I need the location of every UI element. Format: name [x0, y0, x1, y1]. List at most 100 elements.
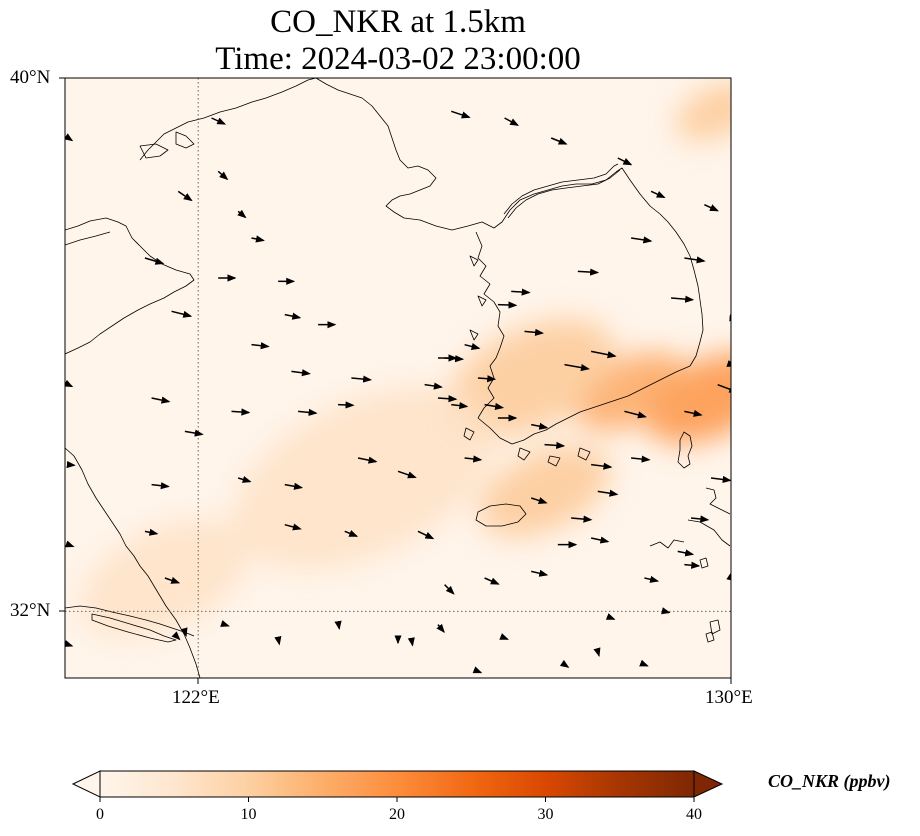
wind-arrow: [237, 209, 247, 219]
wind-arrow: [344, 530, 359, 537]
wind-arrow: [464, 455, 483, 463]
wind-arrow: [180, 627, 188, 637]
lat-label-32n: 32°N: [10, 600, 51, 621]
lon-label-122e: 122°E: [172, 687, 220, 708]
wind-arrow: [144, 257, 165, 265]
wind-arrow: [171, 310, 193, 318]
wind-arrow: [577, 268, 600, 276]
wind-arrow: [334, 620, 342, 631]
wind-arrow: [670, 295, 695, 303]
wind-arrow: [151, 482, 170, 490]
wind-arrow: [284, 523, 302, 531]
colorbar-tick-marks: [99, 797, 695, 802]
wind-arrow: [484, 577, 500, 585]
korea-sw-islands: [463, 427, 591, 467]
coastlines: [65, 78, 731, 678]
colorbar-tick-label: 0: [96, 806, 104, 823]
wind-arrow: [531, 422, 549, 430]
wind-arrow: [251, 342, 270, 350]
map-title-line1: CO_NKR at 1.5km: [270, 4, 526, 40]
wind-arrow: [504, 117, 520, 126]
axis-ticks: [59, 77, 732, 684]
map-title-line2: Time: 2024-03-02 23:00:00: [215, 41, 581, 77]
wind-arrow: [211, 117, 227, 125]
korea-west-coast: [475, 231, 505, 419]
jeju-island: [475, 503, 527, 527]
wind-arrow: [220, 620, 230, 627]
bohai-coast-islands: [139, 143, 169, 159]
wind-arrow: [66, 460, 76, 469]
wind-arrow: [617, 157, 633, 166]
wind-arrow: [351, 375, 373, 383]
tsushima-island: [677, 431, 693, 469]
wind-arrow: [531, 569, 549, 577]
wind-arrow: [65, 540, 75, 548]
china-coastline: [65, 217, 195, 355]
colorbar-tick-label: 30: [537, 806, 554, 823]
wind-arrow: [407, 637, 415, 647]
colorbar-max-extend: [693, 770, 724, 798]
wind-arrow: [717, 383, 731, 393]
wind-arrow: [217, 170, 229, 181]
lat-label-40n: 40°N: [10, 67, 51, 88]
wind-arrow: [338, 401, 355, 409]
kyushu-coast-2: [687, 519, 731, 547]
wind-arrow: [644, 575, 660, 583]
wind-arrow: [184, 429, 204, 437]
wind-arrow: [559, 659, 570, 668]
yalu-estuary: [503, 163, 619, 215]
colorbar-label: CO_NKR (ppbv): [768, 771, 891, 791]
wind-arrow: [564, 363, 590, 372]
wind-arrow: [550, 137, 568, 145]
wind-arrow: [65, 379, 74, 388]
wind-arrow: [497, 301, 518, 309]
wind-arrow: [677, 549, 695, 557]
wind-arrow: [477, 375, 497, 383]
korea-south-coast: [477, 365, 691, 445]
yangtze-island: [91, 613, 177, 643]
wind-arrow: [624, 410, 647, 419]
wind-arrow: [424, 382, 443, 390]
wind-vectors: [65, 110, 731, 674]
wind-arrow: [484, 402, 505, 410]
co-concentration-field: [80, 81, 731, 637]
wind-arrow: [437, 395, 458, 403]
wind-arrow: [726, 360, 731, 367]
colorbar: [71, 770, 724, 802]
wind-arrow: [397, 470, 417, 479]
wind-arrow: [631, 455, 651, 463]
wind-arrow: [298, 408, 318, 416]
wind-arrow: [704, 203, 719, 212]
wind-arrow: [251, 235, 265, 243]
map-panel: [65, 78, 731, 678]
wind-arrow: [357, 456, 378, 464]
concentration-hotspot: [675, 81, 731, 141]
wind-arrow: [464, 342, 481, 350]
wind-arrow: [444, 584, 455, 595]
colorbar-tick-label: 10: [240, 806, 257, 823]
liaodong-peninsula: [315, 78, 437, 219]
wind-arrow: [177, 190, 193, 202]
wind-arrow: [511, 288, 531, 296]
shandong-peninsula: [65, 231, 111, 246]
wind-arrow: [710, 475, 731, 484]
wind-arrow: [436, 623, 445, 634]
wind-arrow: [444, 355, 465, 363]
wind-arrow: [729, 314, 731, 322]
wind-arrow: [524, 328, 545, 336]
wind-arrow: [597, 489, 619, 497]
colorbar-tick-label: 40: [686, 806, 702, 823]
wind-arrow: [151, 396, 171, 404]
concentration-hotspot: [446, 319, 616, 437]
wind-arrow: [690, 515, 710, 523]
wind-arrow: [451, 402, 469, 410]
japan-small-islands: [699, 557, 721, 643]
goto-islands: [649, 539, 685, 549]
bohai-islands: [175, 131, 195, 149]
yangtze-north-bank: [65, 605, 195, 637]
yalu-estuary-2: [507, 169, 621, 219]
wind-arrow: [639, 659, 649, 667]
wind-arrow: [274, 635, 282, 646]
wind-arrow: [291, 369, 311, 377]
